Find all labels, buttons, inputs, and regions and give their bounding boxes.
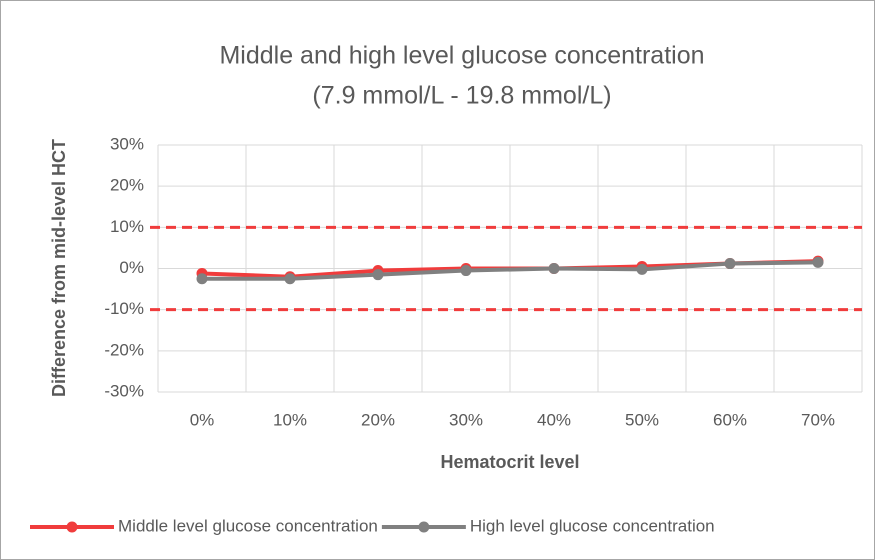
- x-tick-label: 30%: [449, 410, 483, 429]
- x-tick-label: 50%: [625, 410, 659, 429]
- y-tick-label: 0%: [119, 258, 144, 277]
- y-tick-label: 30%: [110, 134, 144, 153]
- y-axis-title: Difference from mid-level HCT: [49, 139, 69, 397]
- y-tick-label: 20%: [110, 176, 144, 195]
- y-tick-label: 10%: [110, 217, 144, 236]
- x-tick-label: 70%: [801, 410, 835, 429]
- point: [284, 273, 296, 285]
- legend-label: High level glucose concentration: [470, 516, 715, 535]
- point: [372, 269, 384, 281]
- point: [812, 256, 824, 268]
- y-tick-label: -10%: [104, 299, 144, 318]
- x-tick-label: 60%: [713, 410, 747, 429]
- x-tick-label: 0%: [190, 410, 215, 429]
- legend-marker: [418, 521, 430, 533]
- y-tick-label: -20%: [104, 340, 144, 359]
- chart-subtitle: (7.9 mmol/L - 19.8 mmol/L): [312, 82, 611, 110]
- series-line: [202, 260, 819, 281]
- point: [636, 263, 648, 275]
- point: [196, 273, 208, 285]
- point: [460, 265, 472, 277]
- x-axis-title: Hematocrit level: [440, 452, 579, 472]
- x-tick-label: 10%: [273, 410, 307, 429]
- point: [548, 263, 560, 274]
- x-tick-label: 40%: [537, 410, 571, 429]
- y-tick-label: -30%: [104, 381, 144, 400]
- legend-label: Middle level glucose concentration: [118, 516, 378, 535]
- chart-title: Middle and high level glucose concentrat…: [219, 42, 704, 70]
- legend-marker: [66, 521, 78, 533]
- x-tick-label: 20%: [361, 410, 395, 429]
- point: [724, 258, 736, 270]
